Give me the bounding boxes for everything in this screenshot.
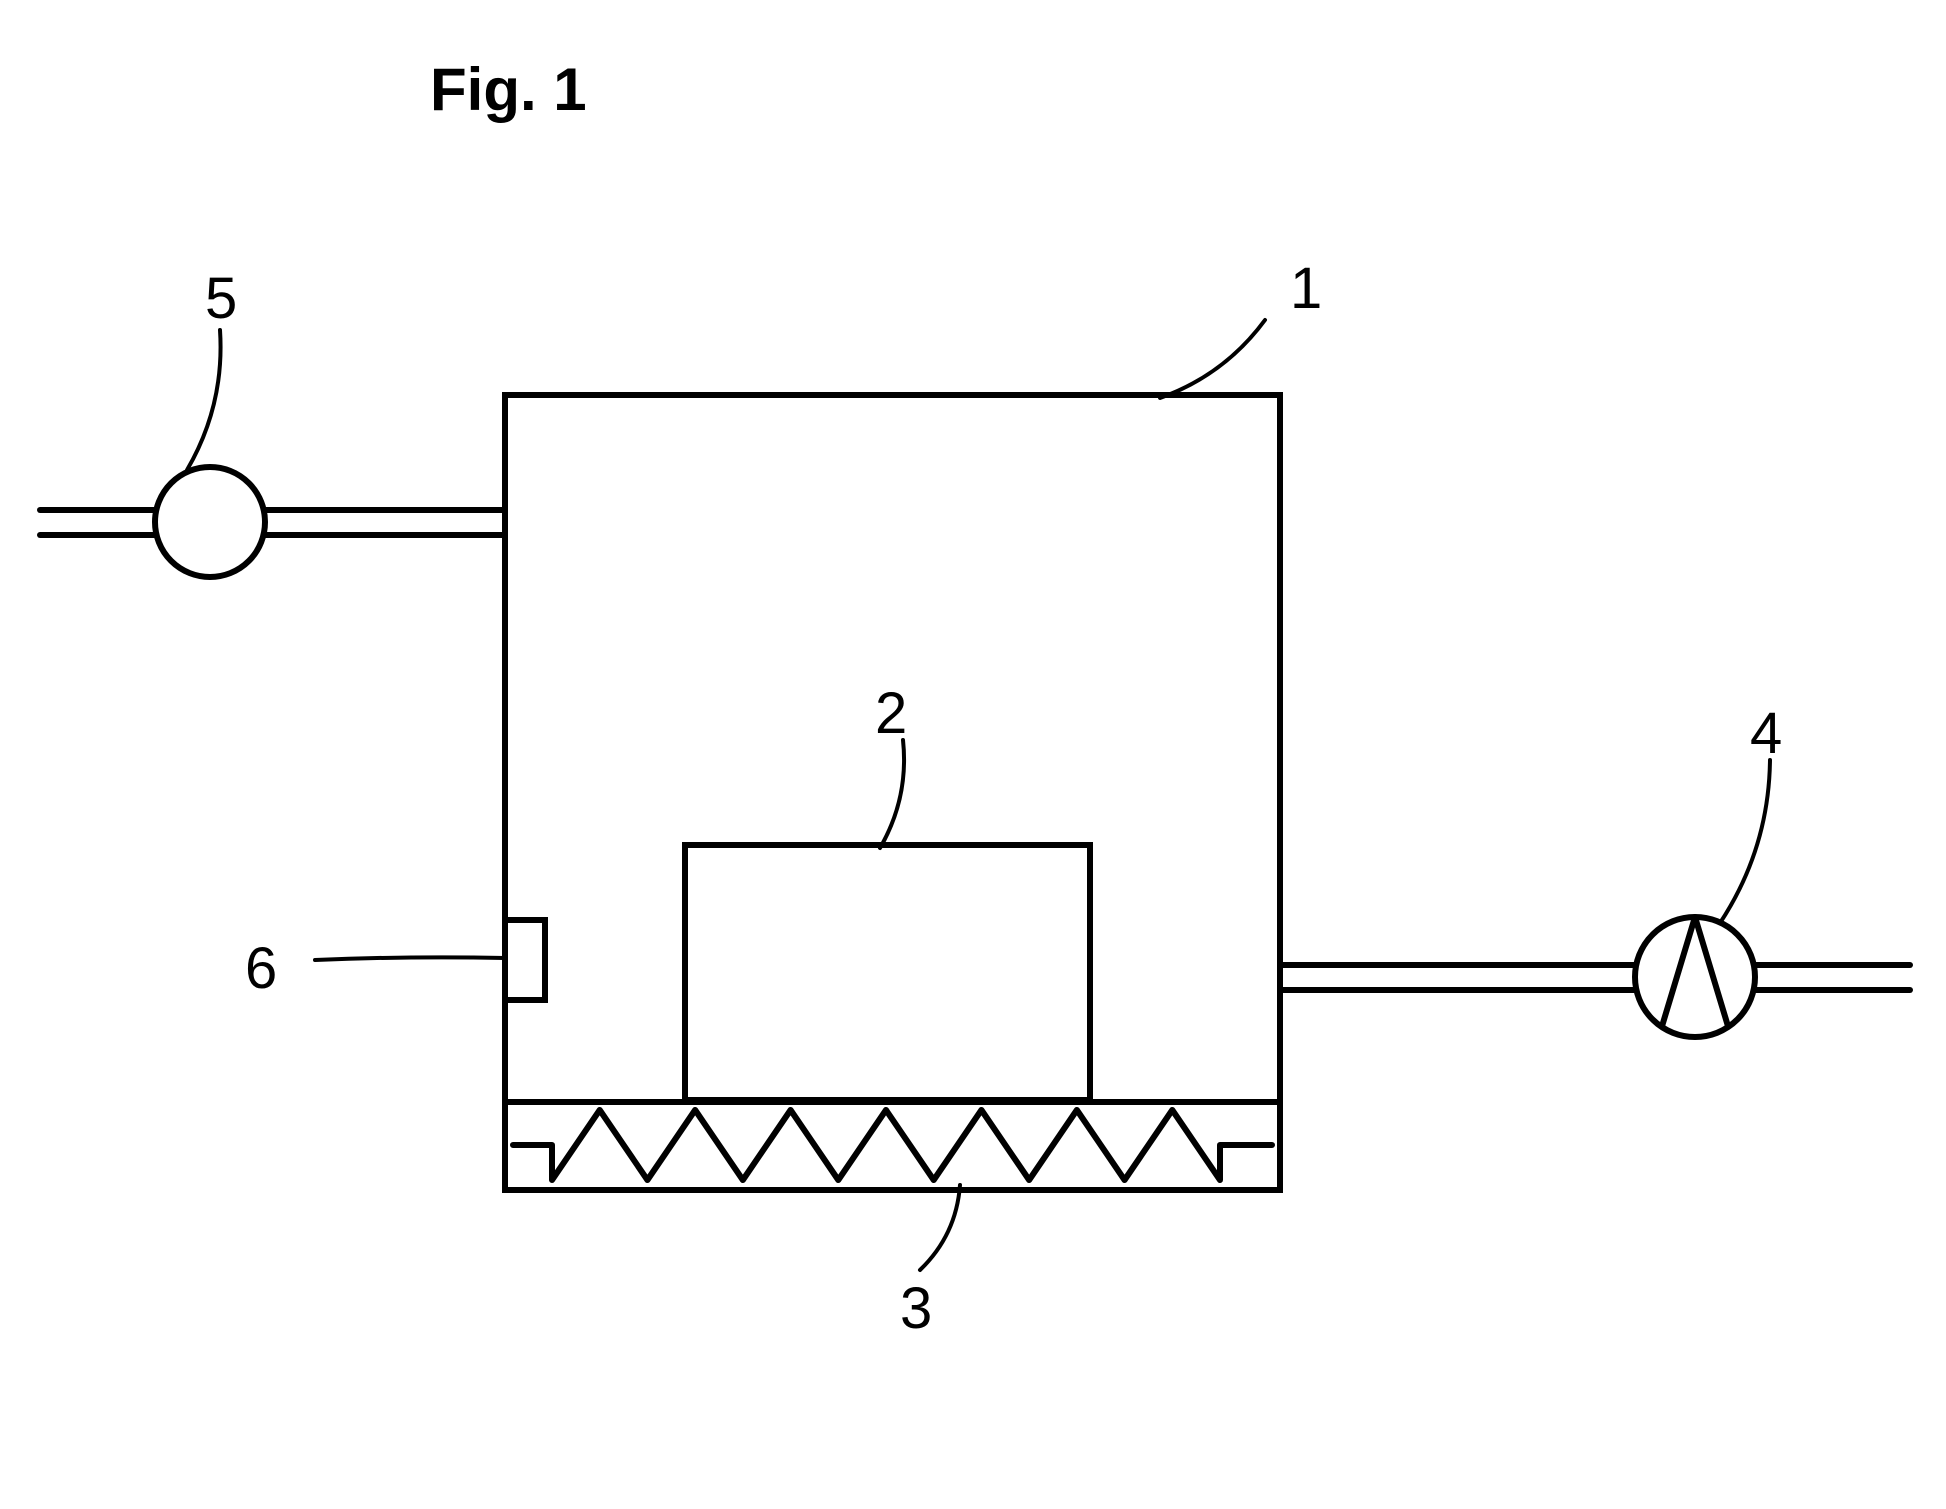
schematic-diagram <box>0 0 1946 1509</box>
